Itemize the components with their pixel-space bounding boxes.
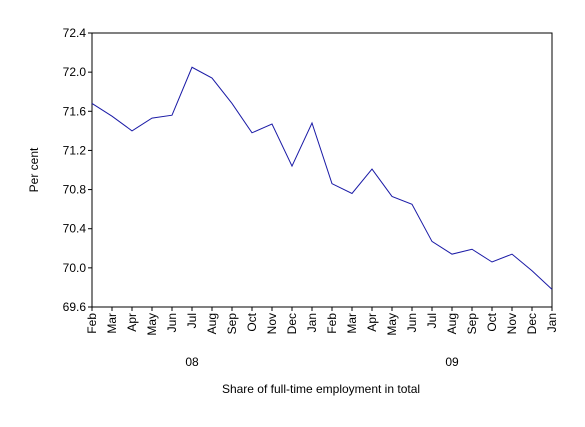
x-tick-label: Jun bbox=[165, 313, 179, 332]
plot-area bbox=[91, 32, 553, 308]
y-axis: 69.6 70.0 70.4 70.8 71.2 71.6 72.0 72.4 bbox=[63, 26, 92, 314]
y-tick-label: 70.8 bbox=[63, 183, 87, 197]
y-tick-label: 70.0 bbox=[63, 261, 87, 275]
x-tick-label: Feb bbox=[325, 313, 339, 334]
x-tick-label: Dec bbox=[285, 313, 299, 334]
x-tick-label: Apr bbox=[125, 313, 139, 332]
x-tick-label: Jul bbox=[185, 313, 199, 328]
x-axis-label: Share of full-time employment in total bbox=[222, 382, 420, 396]
x-tick-label: Aug bbox=[445, 313, 459, 334]
series-layer bbox=[91, 66, 553, 290]
x-tick-label: Aug bbox=[205, 313, 219, 334]
x-year-label: 08 bbox=[185, 355, 199, 369]
x-tick-label: Apr bbox=[365, 313, 379, 332]
y-tick-label: 72.4 bbox=[63, 26, 87, 40]
y-axis-label: Per cent bbox=[27, 147, 41, 192]
y-tick-label: 69.6 bbox=[63, 300, 87, 314]
x-tick-label: Sep bbox=[465, 313, 479, 335]
x-tick-label: Nov bbox=[265, 313, 279, 334]
x-tick-label: Jan bbox=[545, 313, 559, 332]
x-year-label: 09 bbox=[445, 355, 459, 369]
y-tick-label: 70.4 bbox=[63, 222, 87, 236]
x-tick-label: Jul bbox=[425, 313, 439, 328]
x-tick-label: Feb bbox=[85, 313, 99, 334]
x-tick-label: Dec bbox=[525, 313, 539, 334]
x-tick-label: Nov bbox=[505, 313, 519, 334]
x-tick-label: Oct bbox=[485, 312, 499, 331]
y-tick-label: 72.0 bbox=[63, 65, 87, 79]
x-axis: Feb Mar Apr May Jun Jul Aug Sep Oct Nov Dec Jan Feb M… bbox=[85, 307, 559, 369]
x-tick-label: Mar bbox=[345, 313, 359, 334]
x-tick-label: May bbox=[385, 313, 399, 336]
x-tick-label: May bbox=[145, 313, 159, 336]
x-tick-label: Mar bbox=[105, 313, 119, 334]
y-tick-label: 71.2 bbox=[63, 143, 87, 157]
x-tick-label: Jun bbox=[405, 313, 419, 332]
series-line bbox=[91, 66, 553, 290]
x-tick-label: Oct bbox=[245, 312, 259, 331]
x-tick-label: Sep bbox=[225, 313, 239, 335]
y-tick-label: 71.6 bbox=[63, 104, 87, 118]
x-tick-label: Jan bbox=[305, 313, 319, 332]
